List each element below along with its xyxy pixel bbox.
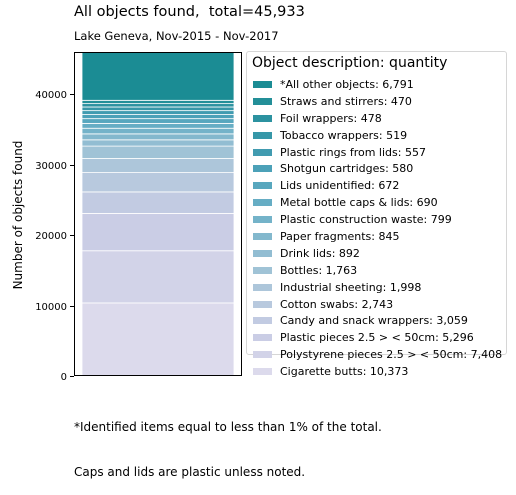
legend-label: Tobacco wrappers: 519 [280,129,407,142]
legend-label: Polystyrene pieces 2.5 > < 50cm: 7,408 [280,348,502,361]
legend-label: Foil wrappers: 478 [280,112,382,125]
legend-item: Cotton swabs: 2,743 [253,296,502,313]
legend-label: Metal bottle caps & lids: 690 [280,196,438,209]
bar-segment [82,115,234,119]
legend-label: Candy and snack wrappers: 3,059 [280,314,468,327]
legend-label: Shotgun cartridges: 580 [280,162,413,175]
y-tick-label: 40000 [35,90,67,101]
bar-segment [82,100,234,103]
legend-item: Polystyrene pieces 2.5 > < 50cm: 7,408 [253,346,502,363]
legend-label: Cotton swabs: 2,743 [280,298,393,311]
legend-swatch [253,267,272,274]
legend-swatch [253,182,272,189]
bar-segment [82,146,234,158]
legend-item: Plastic construction waste: 799 [253,211,502,228]
legend-swatch [253,250,272,257]
legend-item: Paper fragments: 845 [253,228,502,245]
footnote-line-1: *Identified items equal to less than 1% … [74,420,382,435]
legend-swatch [253,81,272,88]
legend-label: Lids unidentified: 672 [280,179,399,192]
legend-label: Cigarette butts: 10,373 [280,365,408,378]
bar-segment [82,134,234,140]
legend-swatch [253,98,272,105]
legend-label: Paper fragments: 845 [280,230,399,243]
bar-segment [82,140,234,146]
legend-label: *All other objects: 6,791 [280,78,414,91]
y-tick-label: 0 [61,372,67,383]
legend-item: Foil wrappers: 478 [253,110,502,127]
legend-item: Bottles: 1,763 [253,262,502,279]
legend-swatch [253,165,272,172]
bar-segments [82,52,234,376]
legend-item: Tobacco wrappers: 519 [253,127,502,144]
legend-swatch [253,301,272,308]
bar-segment [82,111,234,115]
legend-label: Drink lids: 892 [280,247,360,260]
legend-swatch [253,115,272,122]
bar-segment [82,192,234,214]
legend-title: Object description: quantity [252,55,447,71]
legend-swatch [253,199,272,206]
legend-swatch [253,149,272,156]
legend-items: *All other objects: 6,791 Straws and stir… [253,76,502,380]
legend-swatch [253,368,272,375]
legend-item: Lids unidentified: 672 [253,177,502,194]
legend-swatch [253,334,272,341]
legend-label: Plastic pieces 2.5 > < 50cm: 5,296 [280,331,474,344]
legend-swatch [253,233,272,240]
legend-swatch [253,317,272,324]
legend-swatch [253,351,272,358]
legend-swatch [253,216,272,223]
bar-segment [82,128,234,134]
bar-segment [82,159,234,173]
legend-label: Industrial sheeting: 1,998 [280,281,421,294]
legend-item: Industrial sheeting: 1,998 [253,279,502,296]
legend-label: Plastic construction waste: 799 [280,213,452,226]
footnote-line-2: Caps and lids are plastic unless noted. [74,465,382,480]
legend-item: Plastic pieces 2.5 > < 50cm: 5,296 [253,329,502,346]
legend-item: Straws and stirrers: 470 [253,93,502,110]
bar-segment [82,107,234,111]
bar-segment [82,303,234,376]
legend-label: Straws and stirrers: 470 [280,95,412,108]
legend-item: Metal bottle caps & lids: 690 [253,194,502,211]
bar-segment [82,119,234,124]
legend-swatch [253,132,272,139]
legend-item: Shotgun cartridges: 580 [253,160,502,177]
bar-segment [82,104,234,107]
legend-swatch [253,284,272,291]
legend: Object description: quantity *All other … [246,51,507,355]
legend-label: Plastic rings from lids: 557 [280,146,426,159]
y-tick-label: 10000 [35,302,67,313]
bar-segment [82,173,234,192]
legend-item: Candy and snack wrappers: 3,059 [253,312,502,329]
y-axis: 0 10000 20000 30000 40000 [35,90,74,383]
y-tick-label: 30000 [35,161,67,172]
bar-segment [82,213,234,250]
legend-item: Drink lids: 892 [253,245,502,262]
bar-segment [82,123,234,128]
bar-segment [82,52,234,100]
legend-item: Plastic rings from lids: 557 [253,144,502,161]
footnote: *Identified items equal to less than 1% … [74,390,382,495]
bar-segment [82,251,234,303]
legend-item: *All other objects: 6,791 [253,76,502,93]
legend-item: Cigarette butts: 10,373 [253,363,502,380]
y-tick-label: 20000 [35,231,67,242]
legend-label: Bottles: 1,763 [280,264,357,277]
